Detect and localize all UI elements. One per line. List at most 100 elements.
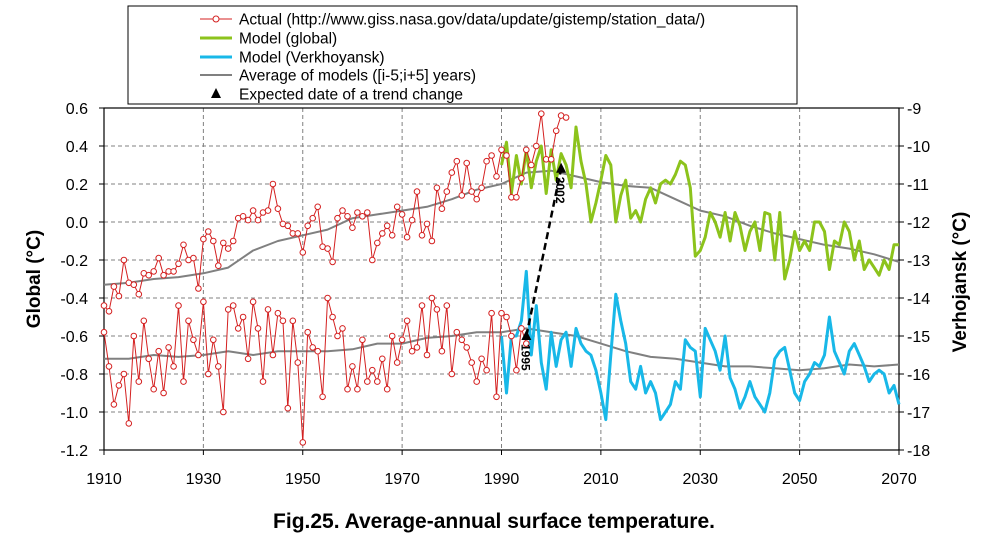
- actual-data-point: [110, 401, 118, 408]
- actual-data-point: [284, 222, 292, 230]
- actual-data-point: [453, 328, 461, 336]
- actual-data-point: [234, 325, 242, 332]
- actual-data-point: [210, 336, 217, 344]
- annotation-label: 1995: [518, 344, 532, 371]
- actual-data-point: [503, 152, 510, 159]
- actual-data-point: [150, 268, 157, 275]
- actual-data-point: [145, 355, 152, 363]
- actual-data-point: [249, 207, 257, 214]
- actual-data-point: [359, 336, 366, 344]
- actual-data-point: [324, 245, 331, 252]
- actual-data-point: [349, 363, 356, 370]
- actual-data-point: [383, 222, 391, 230]
- trend-change-marker-1995: [521, 330, 532, 340]
- axis-layer: 1910 1930 1950 1970 1990 2010 2030 2050 2070 0.6 0…: [60, 101, 930, 488]
- actual-data-point: [468, 188, 476, 195]
- actual-data-point: [334, 214, 341, 222]
- actual-data-point: [329, 313, 336, 321]
- actual-data-point: [458, 192, 466, 199]
- actual-data-point: [523, 146, 530, 154]
- actual-data-point: [552, 127, 560, 135]
- legend-box: [127, 5, 798, 105]
- actual-data-point: [339, 207, 346, 214]
- actual-data-point: [299, 249, 307, 256]
- actual-data-point: [518, 175, 525, 182]
- actual-data-point: [433, 306, 441, 313]
- actual-data-point: [264, 306, 272, 313]
- actual-data-point: [448, 169, 456, 176]
- actual-data-point: [200, 298, 207, 306]
- actual-data-point: [547, 156, 555, 163]
- actual-data-point: [304, 328, 312, 336]
- actual-data-point: [224, 245, 232, 252]
- actual-data-point: [105, 308, 113, 315]
- actual-data-point: [473, 195, 481, 203]
- legend-item-model-global: Model (global): [200, 31, 337, 48]
- actual-data-point: [369, 366, 376, 374]
- legend-item-actual: Actual (http://www.giss.nasa.gov/data/up…: [200, 12, 705, 29]
- actual-data-point: [413, 188, 421, 195]
- y-right-tick-label: -13: [907, 253, 930, 270]
- actual-data-point: [483, 157, 490, 165]
- y-right-tick-label: -16: [907, 367, 930, 384]
- trend-change-arrow: [525, 168, 563, 337]
- actual-data-point: [244, 216, 252, 224]
- actual-data-point: [448, 370, 456, 378]
- actual-data-point: [383, 385, 391, 393]
- x-tick-label: 2050: [782, 471, 818, 488]
- annotation-label: 2002: [553, 177, 567, 204]
- x-tick-label: 2010: [583, 471, 619, 488]
- actual-data-point: [254, 325, 262, 332]
- actual-data-point: [309, 214, 317, 222]
- actual-data-point: [324, 294, 331, 302]
- actual-data-point: [388, 332, 396, 340]
- actual-data-point: [170, 268, 177, 275]
- actual-data-point: [170, 363, 177, 370]
- actual-data-point: [200, 235, 207, 243]
- actual-data-point: [210, 237, 217, 245]
- actual-data-point: [523, 340, 530, 347]
- actual-data-point: [115, 292, 123, 300]
- x-tick-label: 1970: [384, 471, 420, 488]
- actual-data-point: [190, 254, 197, 262]
- actual-data-point: [110, 283, 118, 290]
- y-left-tick-label: -0.8: [60, 367, 88, 384]
- actual-data-point: [393, 359, 401, 366]
- actual-data-point: [100, 328, 108, 336]
- actual-data-point: [488, 152, 495, 159]
- actual-data-point: [314, 203, 322, 211]
- actual-data-point: [388, 232, 396, 239]
- actual-data-point: [364, 209, 371, 216]
- y-left-tick-label: 0.2: [66, 177, 88, 194]
- actual-data-point: [145, 271, 152, 279]
- actual-data-point: [190, 336, 197, 344]
- y-right-tick-label: -15: [907, 329, 930, 346]
- actual-data-point: [508, 332, 515, 340]
- actual-data-point: [259, 378, 267, 385]
- actual-data-point: [443, 302, 451, 309]
- actual-data-point: [115, 382, 123, 389]
- actual-data-point: [105, 363, 113, 370]
- average-global-line: [103, 169, 900, 286]
- actual-data-point: [398, 336, 406, 344]
- actual-data-point: [478, 184, 485, 192]
- actual-data-point: [269, 351, 277, 359]
- actual-data-point: [438, 205, 446, 212]
- actual-data-point: [160, 389, 167, 397]
- actual-data-point: [100, 302, 108, 309]
- legend-average-label: Average of models ([i-5;i+5] years): [239, 68, 476, 85]
- actual-data-point: [180, 241, 187, 249]
- actual-data-point: [493, 393, 500, 401]
- actual-data-point: [224, 306, 232, 313]
- actual-data-point: [473, 378, 481, 385]
- actual-data-point: [125, 420, 133, 427]
- legend-model-verkh-label: Model (Verkhoyansk): [239, 50, 385, 67]
- y-left-tick-label: -0.4: [60, 291, 88, 308]
- y-left-tick-label: -1.0: [60, 405, 88, 422]
- actual-data-point: [135, 290, 143, 298]
- actual-data-point: [398, 211, 406, 218]
- actual-data-point: [428, 237, 436, 245]
- actual-data-point: [274, 205, 282, 212]
- actual-data-point: [229, 237, 237, 245]
